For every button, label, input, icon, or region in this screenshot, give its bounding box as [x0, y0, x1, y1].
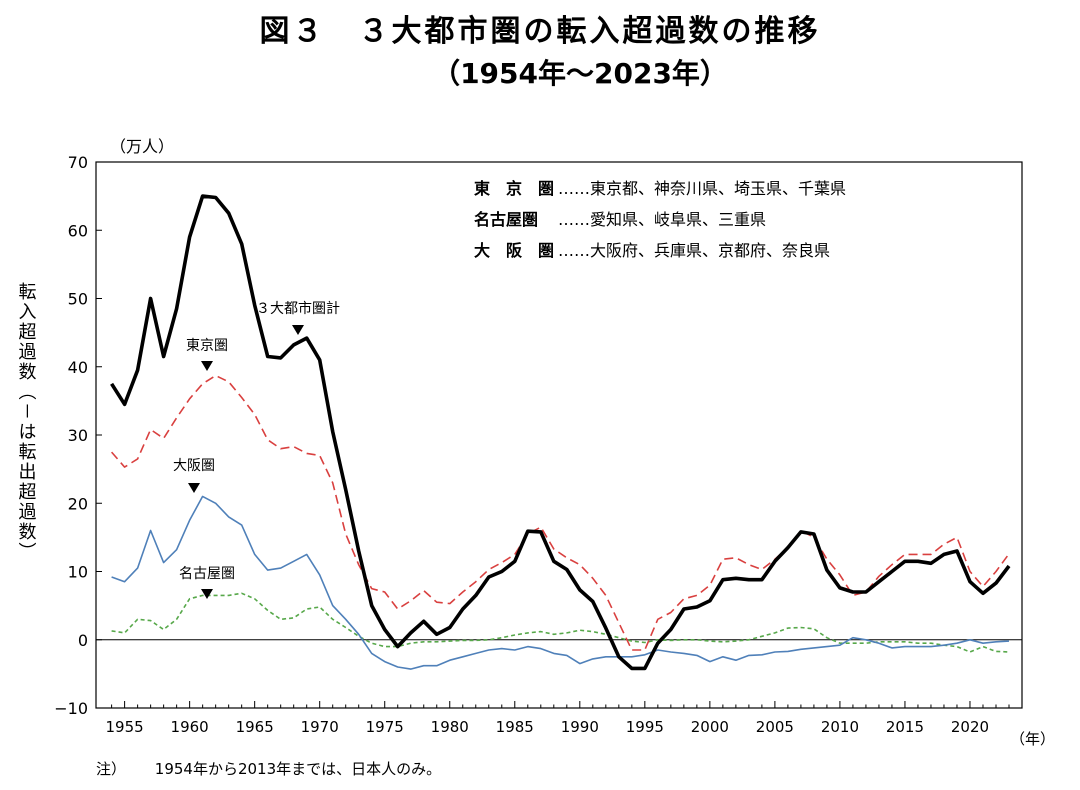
footnote-text: 1954年から2013年までは、日本人のみ。: [154, 760, 442, 778]
footnote: 注） 1954年から2013年までは、日本人のみ。: [96, 758, 465, 779]
x-tick-label: 2015: [886, 718, 924, 736]
chart-subtitle: （1954年～2023年）: [432, 57, 728, 90]
x-tick-label: 2005: [756, 718, 794, 736]
y-tick-label: −10: [54, 699, 88, 718]
x-tick-label: 1960: [171, 718, 209, 736]
x-tick-label: 1970: [301, 718, 339, 736]
x-tick-label: 1965: [236, 718, 274, 736]
series-callout-label: 大阪圏: [173, 458, 215, 474]
legend-members: ……東京都、神奈川県、埼玉県、千葉県: [558, 179, 846, 198]
y-tick-label: 30: [68, 426, 88, 445]
series-line-1: [110, 374, 1010, 651]
x-tick-label: 1985: [496, 718, 534, 736]
legend-members: ……大阪府、兵庫県、京都府、奈良県: [558, 241, 830, 260]
footnote-mark: 注）: [96, 760, 127, 778]
y-unit-label: （万人）: [110, 137, 174, 156]
y-tick-label: 60: [68, 221, 88, 240]
legend-name: 名古屋圏: [474, 210, 538, 229]
legend-members: ……愛知県、岐阜県、三重県: [558, 210, 766, 229]
series-line-3: [111, 592, 1010, 653]
legend-name: 大 阪 圏: [474, 241, 554, 260]
y-tick-label: 20: [68, 494, 88, 513]
series-callout-label: 名古屋圏: [179, 566, 235, 582]
series-line-2: [111, 495, 1010, 670]
x-tick-label: 1995: [626, 718, 664, 736]
x-tick-label: 2000: [691, 718, 729, 736]
x-unit-label: （年）: [1010, 730, 1055, 748]
y-tick-label: 70: [68, 153, 88, 172]
series-callout-label: 東京圏: [186, 338, 228, 354]
x-tick-label: 1955: [106, 718, 144, 736]
series-line-0: [110, 194, 1011, 671]
callout-marker: [292, 325, 304, 335]
callout-marker: [188, 483, 200, 493]
x-tick-label: 2010: [821, 718, 859, 736]
callout-marker: [201, 361, 213, 371]
callout-marker: [201, 589, 213, 599]
y-tick-label: 50: [68, 290, 88, 309]
y-tick-label: 10: [68, 563, 88, 582]
x-tick-label: 1975: [366, 718, 404, 736]
y-axis-label: 転入超過数（－は転出超過数）: [16, 282, 37, 562]
x-tick-label: 1990: [561, 718, 599, 736]
series-callout-label: ３大都市圏計: [256, 300, 340, 317]
y-tick-label: 0: [78, 631, 88, 650]
y-tick-label: 40: [68, 358, 88, 377]
chart-title: 図３ ３大都市圏の転入超過数の推移: [259, 14, 821, 49]
x-tick-label: 1980: [431, 718, 469, 736]
x-tick-label: 2020: [951, 718, 989, 736]
legend-name: 東 京 圏: [474, 179, 554, 198]
